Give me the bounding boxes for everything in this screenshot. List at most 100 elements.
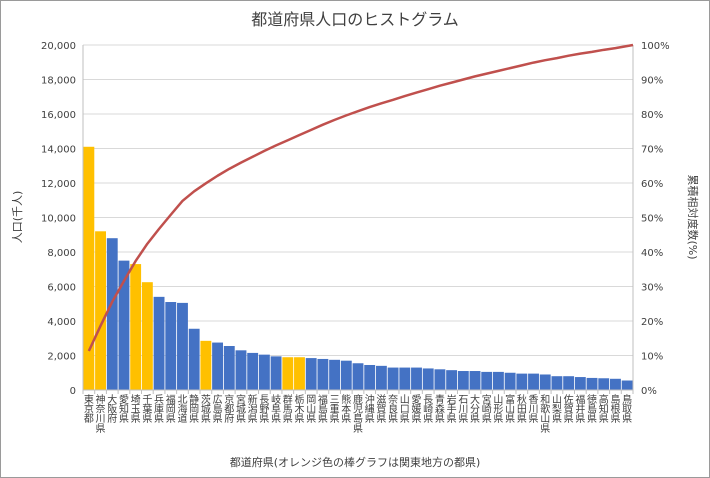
y-tick-left: 0	[70, 386, 76, 397]
y-tick-right: 10%	[641, 352, 663, 363]
y-tick-right: 50%	[641, 214, 663, 225]
category-label: 宮崎県	[482, 393, 492, 425]
y-tick-right: 100%	[641, 41, 670, 52]
bar-10	[188, 328, 200, 390]
category-label: 長崎県	[423, 394, 433, 425]
category-label: 岡山県	[306, 394, 316, 425]
category-label: 香川県	[529, 394, 539, 425]
bar-39	[528, 373, 539, 390]
category-label: 秋田県	[517, 393, 527, 425]
cumulative-line-layer	[87, 43, 634, 352]
bar-29	[411, 367, 422, 390]
category-label: 石川県	[458, 395, 468, 425]
axes	[82, 45, 634, 394]
y-tick-labels: 0 0% 2,000 10% 4,000 20% 6,000 30% 8,000 40% 10,00…	[41, 41, 670, 397]
x-axis-label: 都道府県(オレンジ色の棒グラフは関東地方の都県)	[230, 455, 481, 469]
bar-30	[422, 368, 434, 390]
bar-45	[598, 378, 610, 390]
y-tick-left: 8,000	[47, 248, 76, 259]
bar-3	[106, 238, 118, 390]
category-label: 岩手県	[447, 393, 457, 425]
bar-17	[270, 356, 282, 390]
category-label: 群馬県	[283, 393, 293, 425]
category-label: 鳥取県	[622, 393, 632, 425]
category-label: 神奈川県	[96, 393, 106, 435]
bar-4	[118, 260, 130, 391]
y-tick-left: 14,000	[41, 145, 76, 156]
bar-1	[83, 146, 95, 390]
category-label: 千葉県	[142, 394, 152, 425]
category-label: 青森県	[435, 393, 445, 425]
category-label: 岐阜県	[271, 393, 281, 425]
bar-21	[317, 358, 329, 390]
category-label: 静岡県	[189, 393, 199, 425]
bar-25	[364, 364, 376, 390]
bar-46	[610, 378, 621, 390]
category-label: 大阪府	[107, 393, 117, 425]
bar-7	[153, 296, 165, 390]
category-label: 山口県	[400, 394, 410, 425]
category-label: 沖縄県	[365, 393, 375, 425]
bar-23	[340, 360, 352, 390]
bar-12	[212, 342, 224, 390]
bar-13	[223, 346, 235, 390]
chart-title: 都道府県人口のヒストグラム	[251, 10, 459, 29]
category-label: 三重県	[330, 395, 340, 425]
y-tick-right: 0%	[641, 386, 657, 397]
bar-38	[516, 373, 528, 390]
category-label: 福島県	[318, 393, 328, 425]
bar-5	[130, 264, 142, 390]
bar-6	[141, 282, 153, 390]
y-tick-right: 20%	[641, 317, 663, 328]
y-axis-right-label: 累積相対度数(%)	[686, 174, 700, 259]
y-axis-left-label: 人口(千人)	[11, 191, 24, 244]
bar-20	[305, 358, 317, 390]
category-label: 愛知県	[119, 393, 129, 425]
category-label: 広島県	[213, 393, 223, 425]
category-label: 茨城県	[201, 393, 211, 425]
cumulative-line	[87, 43, 634, 352]
category-label: 山形県	[493, 394, 503, 425]
bar-43	[574, 377, 586, 390]
y-tick-left: 4,000	[47, 317, 76, 328]
y-tick-right: 90%	[641, 76, 663, 87]
category-label: 栃木県	[294, 393, 304, 425]
category-label: 宮城県	[236, 393, 246, 425]
bar-41	[551, 376, 563, 390]
bar-27	[387, 367, 399, 390]
category-labels: 東京都神奈川県大阪府愛知県埼玉県千葉県兵庫県福岡県北海道静岡県茨城県広島県京都府…	[84, 393, 632, 435]
bars	[83, 146, 633, 391]
category-label: 埼玉県	[131, 393, 141, 425]
y-tick-left: 2,000	[47, 352, 76, 363]
bar-28	[399, 367, 411, 390]
y-tick-left: 16,000	[41, 110, 76, 121]
bar-42	[563, 376, 575, 390]
y-tick-left: 20,000	[41, 41, 76, 52]
y-tick-right: 80%	[641, 110, 663, 121]
category-label: 愛媛県	[412, 393, 422, 425]
bar-33	[457, 371, 469, 390]
category-label: 熊本県	[341, 393, 351, 425]
bar-9	[177, 302, 188, 390]
y-tick-left: 18,000	[41, 76, 76, 87]
bar-22	[329, 359, 341, 390]
y-tick-right: 30%	[641, 283, 663, 294]
bar-34	[469, 371, 481, 390]
bar-31	[434, 369, 446, 390]
category-label: 山梨県	[552, 394, 562, 425]
category-label: 京都府	[224, 393, 234, 425]
bar-35	[481, 371, 493, 390]
bar-24	[352, 363, 364, 390]
bar-15	[247, 352, 259, 390]
bar-47	[621, 380, 633, 390]
bar-40	[539, 374, 551, 390]
category-label: 福井県	[575, 393, 585, 425]
category-label: 和歌山県	[540, 394, 550, 435]
bar-18	[282, 357, 294, 390]
y-tick-left: 6,000	[47, 283, 76, 294]
category-label: 富山県	[505, 393, 515, 425]
category-label: 東京都	[84, 393, 94, 425]
bar-26	[375, 365, 387, 390]
category-label: 北海道	[177, 394, 187, 425]
